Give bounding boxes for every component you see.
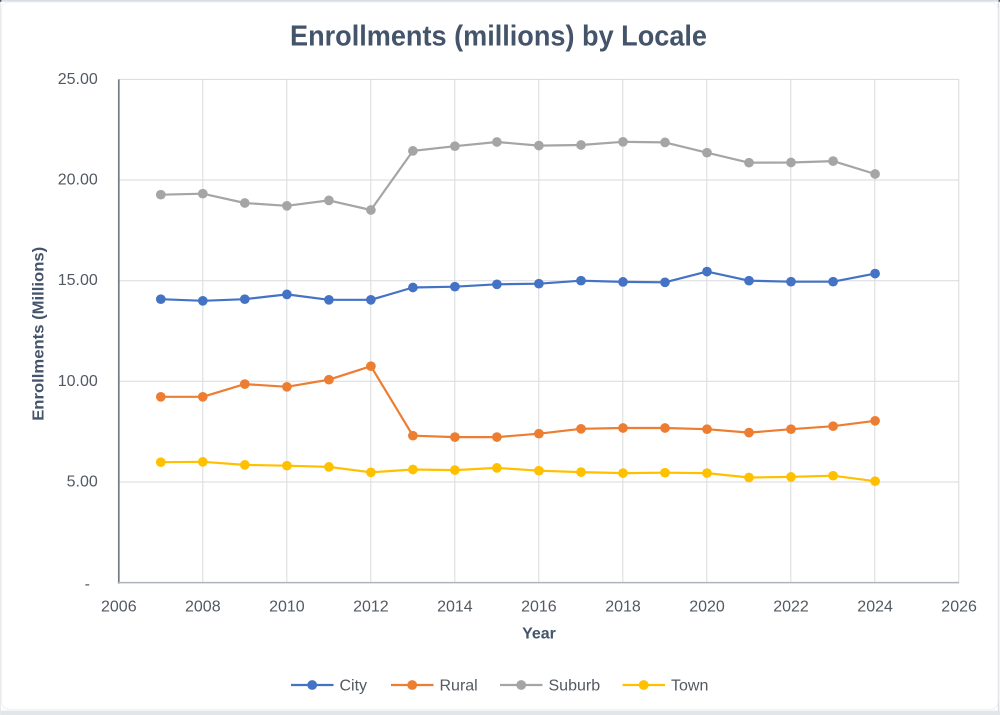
svg-text:2018: 2018	[605, 599, 641, 616]
svg-text:Suburb: Suburb	[549, 678, 601, 695]
svg-text:2008: 2008	[185, 599, 221, 616]
svg-text:2012: 2012	[353, 599, 389, 616]
svg-text:2006: 2006	[101, 599, 137, 616]
svg-text:2014: 2014	[437, 599, 473, 616]
svg-text:10.00: 10.00	[58, 373, 98, 390]
svg-text:2010: 2010	[269, 599, 305, 616]
svg-text:20.00: 20.00	[58, 172, 98, 189]
svg-text:Enrollments (millions) by Loca: Enrollments (millions) by Locale	[290, 21, 707, 53]
svg-text:25.00: 25.00	[58, 71, 98, 88]
svg-text:-: -	[85, 576, 90, 593]
svg-text:2024: 2024	[857, 599, 893, 616]
svg-text:Enrollments (Millions): Enrollments (Millions)	[31, 247, 48, 421]
svg-text:5.00: 5.00	[67, 474, 98, 491]
svg-text:Rural: Rural	[440, 678, 478, 695]
svg-text:2022: 2022	[773, 599, 809, 616]
svg-text:2026: 2026	[941, 599, 977, 616]
svg-text:2020: 2020	[689, 599, 725, 616]
svg-text:City: City	[340, 678, 368, 695]
svg-text:Town: Town	[671, 678, 708, 695]
svg-text:15.00: 15.00	[58, 272, 98, 289]
svg-text:2016: 2016	[521, 599, 557, 616]
svg-text:Year: Year	[522, 625, 556, 642]
